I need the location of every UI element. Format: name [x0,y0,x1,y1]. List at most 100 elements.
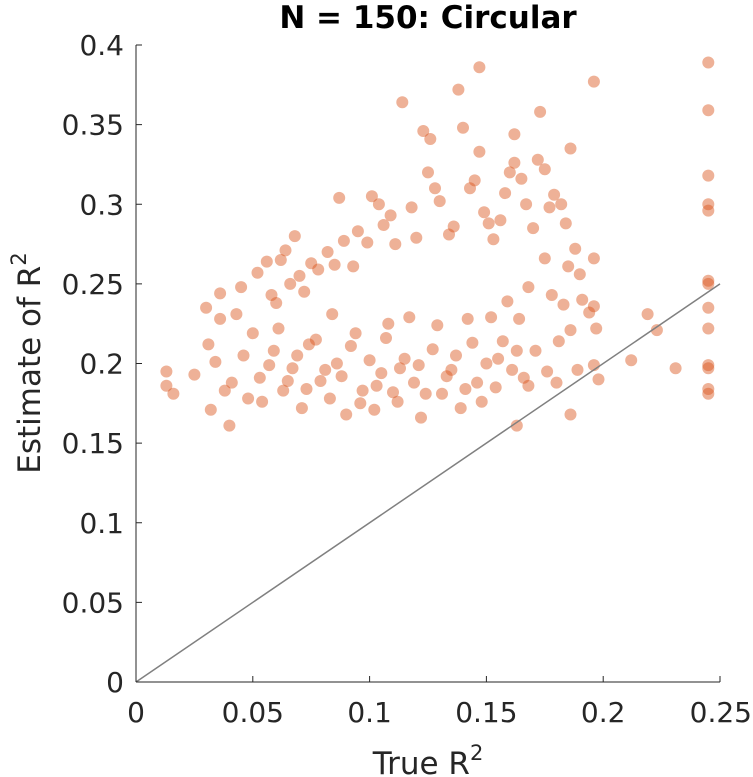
scatter-point [330,357,343,370]
scatter-point [167,387,180,400]
scatter-point [337,234,350,247]
scatter-point [403,311,416,324]
scatter-point [256,395,269,408]
scatter-point [333,191,346,204]
scatter-point [382,317,395,330]
scatter-point [541,365,554,378]
x-tick-label: 0.25 [690,696,752,729]
scatter-point [218,384,231,397]
y-axis-ticks: 0 0.05 0.1 0.15 0.2 0.25 0.3 0.35 0.4 [62,29,142,699]
scatter-point [534,105,547,118]
scatter-point [590,322,603,335]
scatter-point [702,387,715,400]
scatter-point [436,387,448,400]
scatter-point [319,363,332,376]
reference-line [135,283,721,683]
x-tick-label: 0 [127,696,145,729]
scatter-point [295,402,308,415]
scatter-point [587,252,600,265]
scatter-point [225,376,238,389]
scatter-point [328,258,341,271]
scatter-point [340,408,353,421]
x-axis-ticks: 0 0.05 0.1 0.15 0.2 0.25 [127,676,752,729]
scatter-point [702,301,715,314]
scatter-point [398,352,411,365]
scatter-point [501,295,514,308]
scatter-point [550,376,563,389]
scatter-point [564,142,577,155]
scatter-point [314,375,327,387]
scatter-point [562,260,575,273]
scatter-point [487,233,500,246]
y-tick-label: 0.15 [62,427,124,460]
scatter-point [214,312,227,325]
scatter-point [431,319,444,332]
scatter-point [641,308,654,321]
scatter-point [237,349,250,362]
scatter-point [569,242,582,255]
scatter-point [559,217,572,230]
scatter-point [650,324,663,337]
scatter-point [424,133,437,145]
scatter-point [485,311,498,324]
scatter-point [380,332,392,344]
scatter-point [445,363,458,376]
scatter-point [433,195,446,208]
scatter-point [503,166,516,179]
scatter-point [312,263,325,276]
scatter-point [422,166,434,179]
scatter-point [188,368,201,381]
x-tick-label: 0.15 [455,696,517,729]
scatter-point [263,359,276,372]
scatter-point [235,281,248,294]
scatter-point [443,228,455,241]
scatter-point [305,257,318,270]
scatter-point [459,383,472,395]
scatter-point [468,174,481,187]
scatter-point [288,230,301,243]
scatter-point [702,277,715,290]
scatter-point [291,349,304,362]
scatter-point [323,392,336,405]
y-axis-title: Estimate of R2 [7,252,48,473]
scatter-point [405,201,418,214]
scatter-point [284,277,297,290]
scatter-points [160,56,715,432]
scatter-point [363,354,376,367]
scatter-point [480,357,493,370]
scatter-point [375,367,388,380]
scatter-point [520,198,533,211]
scatter-point [408,376,420,389]
scatter-point [489,381,502,394]
scatter-point [429,182,441,195]
y-axis-title-superscript: 2 [7,252,31,265]
scatter-point [209,355,222,368]
scatter-point [464,182,476,195]
scatter-point [506,363,519,376]
x-axis-title: True R2 [372,741,484,777]
scatter-point [356,384,369,397]
scatter-point [410,231,423,244]
x-tick-label: 0.05 [222,696,284,729]
scatter-point [555,198,568,211]
scatter-point [253,371,266,384]
scatter-point [394,362,406,375]
scatter-point [354,397,367,410]
scatter-point [368,403,381,416]
scatter-point [377,219,390,231]
scatter-point [576,293,589,306]
scatter-point [351,225,364,238]
scatter-point [517,371,530,384]
scatter-point [223,419,236,432]
scatter-point [552,335,565,348]
scatter-point [587,300,600,313]
y-tick-label: 0.4 [79,29,124,62]
scatter-point [702,359,715,372]
scatter-point [344,340,357,352]
scatter-point [426,343,439,356]
scatter-point [538,163,551,176]
scatter-point [321,246,334,258]
scatter-point [475,395,488,408]
scatter-point [548,188,561,201]
